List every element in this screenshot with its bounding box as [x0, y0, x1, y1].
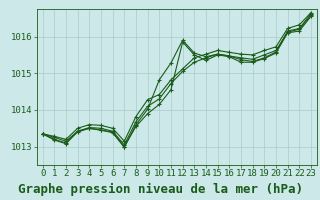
Text: Graphe pression niveau de la mer (hPa): Graphe pression niveau de la mer (hPa): [18, 183, 302, 196]
